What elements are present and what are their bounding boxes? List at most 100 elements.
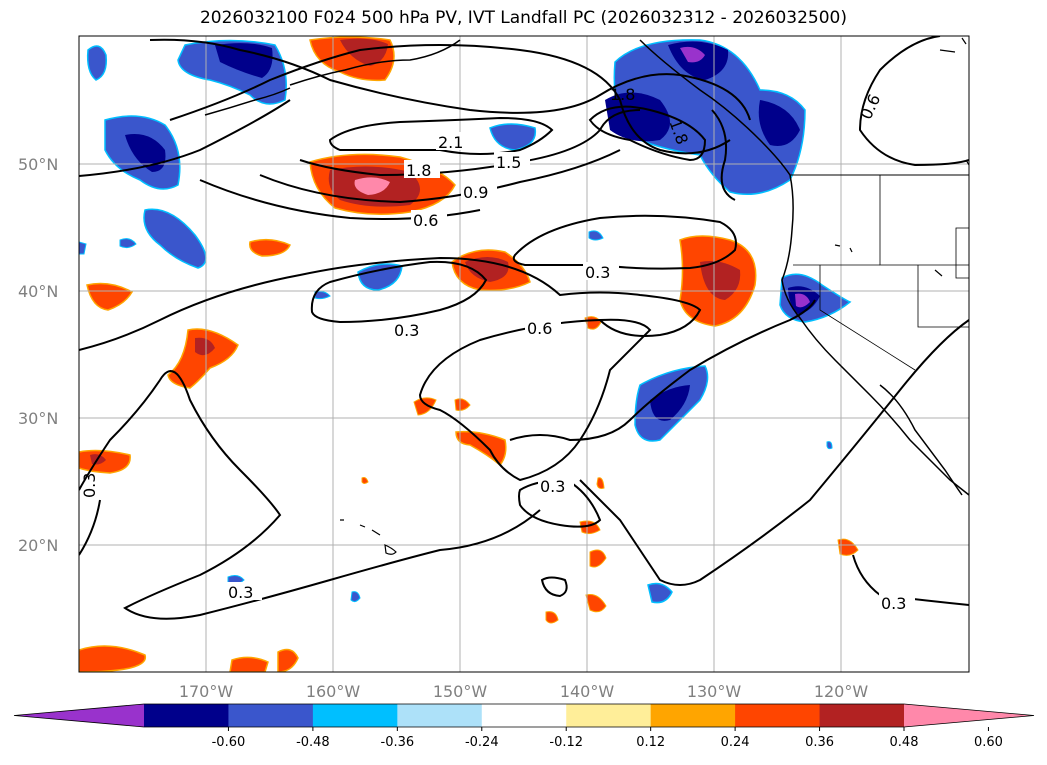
contour-labels: 2.1 1.8 1.5 0.9 0.6 0.3 0.3 0.6 0.3 0.3 … <box>80 85 915 613</box>
contour-label: 0.3 <box>540 477 565 496</box>
colorbar-segment <box>650 704 736 727</box>
pv-positive-blob <box>589 549 607 568</box>
colorbar-extend-max <box>904 704 1034 727</box>
lon-label: 160°W <box>306 682 361 701</box>
lat-label: 40°N <box>18 282 58 301</box>
pv-negative-blob <box>489 123 537 151</box>
pv-positive-core <box>340 38 388 66</box>
lon-label: 120°W <box>814 682 869 701</box>
pv-negative-blob <box>119 238 137 249</box>
pv-positive-max <box>354 177 390 195</box>
pv-negative-blob <box>79 241 87 255</box>
contour-label: 0.3 <box>881 594 906 613</box>
map-frame <box>78 35 970 673</box>
contour-label: 1.8 <box>610 85 635 104</box>
contour-line <box>79 370 541 620</box>
pv-positive-core <box>700 261 741 300</box>
contour-line <box>79 256 702 351</box>
pv-negative-blob <box>350 591 361 603</box>
pv-negative-core <box>215 43 273 78</box>
contour-line <box>79 99 291 177</box>
pv-negative-blob <box>826 441 833 450</box>
contour-line <box>540 576 568 598</box>
pv-negative-blob <box>86 45 108 81</box>
contour-line <box>711 109 736 201</box>
colorbar-tick-label: 0.60 <box>974 735 1003 750</box>
contour-label: 0.3 <box>228 583 253 602</box>
contour-label: 0.3 <box>394 321 419 340</box>
colorbar-tick-label: -0.24 <box>465 735 499 750</box>
contour-line <box>509 299 816 442</box>
colorbar: -0.60 -0.48 -0.36 -0.24 -0.12 0.12 0.24 0.36 0.4… <box>13 703 1035 750</box>
contour-label: 1.8 <box>406 161 431 180</box>
colorbar-segment <box>228 704 314 727</box>
contour-line <box>79 499 101 556</box>
colorbar-tick-label: -0.36 <box>381 735 415 750</box>
colorbar-extend-min <box>14 704 144 727</box>
contour-label: 0.6 <box>527 319 552 338</box>
contour-label: 0.6 <box>413 211 438 230</box>
pv-positive-blob <box>79 449 131 474</box>
pv-negative-max <box>680 46 705 63</box>
contour-line <box>418 318 652 482</box>
colorbar-segment <box>735 704 821 727</box>
pv-negative-blob <box>357 263 403 291</box>
contour-line <box>579 319 969 586</box>
contour-line <box>149 38 751 121</box>
lat-label: 30°N <box>18 409 58 428</box>
contour-label: 0.9 <box>463 183 488 202</box>
contour-label: 1.5 <box>496 153 521 172</box>
pv-negative-core <box>125 134 166 172</box>
pv-positive-core <box>195 337 215 356</box>
pv-positive-blob <box>249 238 291 257</box>
longitude-labels: 170°W 160°W 150°W 140°W 130°W 120°W <box>179 682 869 701</box>
colorbar-tick-label: 0.36 <box>805 735 834 750</box>
pv-positive-blob <box>596 477 605 489</box>
colorbar-tick-label: -0.12 <box>549 735 583 750</box>
pv-positive-blob <box>229 656 269 672</box>
colorbar-tick-label: 0.24 <box>721 735 750 750</box>
lat-label: 20°N <box>18 536 58 555</box>
pv-negative-max <box>795 293 810 308</box>
map-title: 2026032100 F024 500 hPa PV, IVT Landfall… <box>199 8 847 28</box>
colorbar-segment <box>481 704 567 727</box>
colorbar-tick-label: -0.60 <box>212 735 246 750</box>
ivt-contours <box>79 36 969 620</box>
contour-line <box>588 105 707 162</box>
pv-positive-blob <box>361 477 369 484</box>
pv-positive-blob <box>167 328 239 389</box>
pv-negative-blob <box>613 39 806 195</box>
pv-positive-blob <box>837 538 859 556</box>
colorbar-tick-label: 0.12 <box>636 735 665 750</box>
colorbar-segment <box>144 704 229 727</box>
colorbar-tick-label: -0.48 <box>296 735 330 750</box>
pv-positive-blob <box>79 645 146 672</box>
contour-line <box>310 260 488 324</box>
lon-label: 170°W <box>179 682 234 701</box>
pv-negative-core <box>758 100 800 146</box>
contour-line <box>858 36 969 167</box>
pv-positive-blob <box>585 594 607 613</box>
contour-label: 0.3 <box>585 263 610 282</box>
pv-positive-blob <box>277 648 299 672</box>
contour-line <box>512 214 737 270</box>
colorbar-tick-label: 0.48 <box>890 735 919 750</box>
contour-line <box>259 149 621 204</box>
pv-positive-blob <box>86 282 134 311</box>
graticule <box>79 36 969 672</box>
lat-label: 50°N <box>18 155 58 174</box>
colorbar-segment <box>566 704 652 727</box>
contour-line <box>328 116 554 155</box>
latitude-labels: 50°N 40°N 30°N 20°N <box>18 155 58 555</box>
lon-label: 130°W <box>687 682 742 701</box>
pv-negative-blob <box>143 208 207 269</box>
lon-label: 150°W <box>433 682 488 701</box>
pv-negative-blob <box>314 291 331 300</box>
pv-negative-blob <box>647 582 673 604</box>
pv-positive-blob <box>545 611 559 624</box>
contour-label: 2.1 <box>438 133 463 152</box>
lon-label: 140°W <box>560 682 615 701</box>
colorbar-segment <box>819 704 905 727</box>
colorbar-segment <box>312 704 398 727</box>
